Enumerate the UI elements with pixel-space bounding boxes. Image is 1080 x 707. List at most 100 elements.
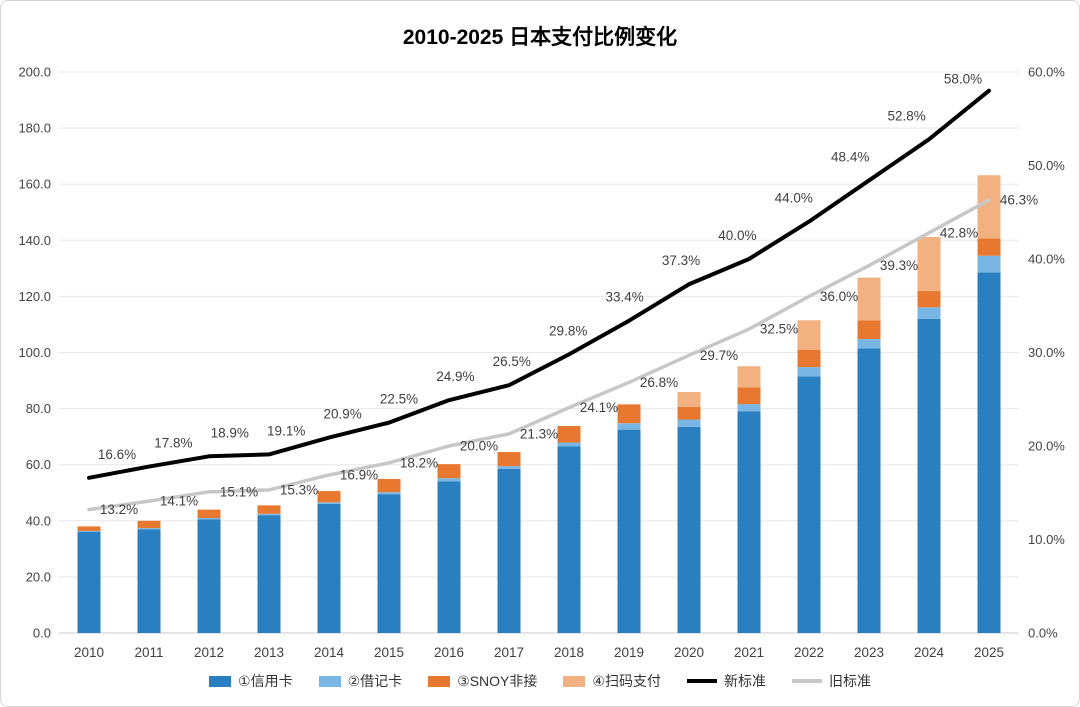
bar-segment — [917, 236, 941, 291]
data-label: 24.9% — [436, 369, 474, 384]
bar-segment — [497, 468, 521, 633]
data-label: 15.3% — [280, 482, 318, 497]
axis-label: 2015 — [374, 645, 404, 660]
axis-label: 0.0 — [33, 626, 51, 641]
legend-label: ①信用卡 — [238, 673, 293, 689]
data-label: 39.3% — [880, 258, 918, 273]
bar-segment — [77, 532, 101, 633]
trend-line — [87, 198, 991, 512]
axis-label: 200.0 — [18, 65, 51, 80]
bar-segment — [677, 392, 701, 407]
bar-segment — [137, 529, 161, 633]
bar-segment — [797, 367, 821, 377]
bar-segment — [317, 502, 341, 504]
bar-segment — [737, 387, 761, 405]
legend-label: 旧标准 — [828, 673, 871, 689]
axis-label: 40.0% — [1028, 252, 1065, 267]
bar-segment — [497, 452, 521, 467]
bar-segment — [257, 505, 281, 514]
bar-segment — [857, 320, 881, 340]
legend-swatch — [209, 675, 232, 687]
axis-label: 2019 — [614, 645, 644, 660]
bar-segment — [377, 494, 401, 633]
axis-label: 2016 — [434, 645, 464, 660]
bar-segment — [197, 519, 221, 633]
bar-segment — [677, 419, 701, 427]
bar-segment — [977, 238, 1001, 256]
bar-segment — [497, 466, 521, 469]
axis-label: 40.0 — [26, 513, 51, 528]
axis-label: 60.0 — [26, 457, 51, 472]
legend-swatch — [686, 679, 717, 683]
bar-segment — [737, 411, 761, 633]
bar-segment — [137, 520, 161, 529]
bar-segment — [257, 513, 281, 516]
axis-label: 2012 — [194, 645, 224, 660]
axis-label: 2014 — [314, 645, 345, 660]
bar-segment — [77, 526, 101, 531]
axis-label: 2023 — [854, 645, 884, 660]
legend: ①信用卡 ②借记卡 ③SNOY非接 ④扫码支付 新标准 旧标准 — [1, 667, 1079, 695]
bar-segment — [917, 290, 941, 308]
axis-label: 2020 — [674, 645, 704, 660]
bar-segment — [857, 277, 881, 321]
data-label: 16.9% — [340, 467, 378, 482]
axis-label: 10.0% — [1028, 532, 1065, 547]
data-label: 20.0% — [460, 439, 498, 454]
data-label: 37.3% — [662, 253, 700, 268]
data-label: 13.2% — [100, 502, 138, 517]
bar-segment — [737, 366, 761, 388]
bar-segment — [437, 481, 461, 633]
bar-segment — [437, 464, 461, 479]
bar-segment — [437, 478, 461, 482]
bar-segment — [977, 272, 1001, 633]
data-label: 22.5% — [380, 392, 418, 407]
data-label: 32.5% — [760, 322, 798, 337]
data-label: 16.6% — [98, 447, 136, 462]
axis-label: 100.0 — [18, 345, 51, 360]
legend-item: ②借记卡 — [318, 671, 402, 691]
trend-line — [87, 88, 991, 480]
bar-segment — [317, 503, 341, 633]
data-label: 26.5% — [493, 354, 531, 369]
legend-label: ③SNOY非接 — [457, 673, 538, 689]
data-label: 19.1% — [267, 423, 305, 438]
bar-segment — [377, 479, 401, 493]
axis-label: 180.0 — [18, 121, 51, 136]
bar-segment — [557, 442, 581, 447]
legend-swatch — [428, 675, 451, 687]
data-label: 29.8% — [549, 323, 587, 338]
axis-label: 2021 — [734, 645, 764, 660]
axis-label: 2018 — [554, 645, 584, 660]
data-label: 33.4% — [605, 290, 643, 305]
axis-label: 2017 — [494, 645, 524, 660]
chart-title: 2010-2025 日本支付比例变化 — [402, 26, 678, 49]
bar-segment — [977, 175, 1001, 239]
axis-label: 140.0 — [18, 233, 51, 248]
data-label: 18.9% — [211, 425, 249, 440]
bar-segment — [797, 349, 821, 368]
bar-segment — [617, 404, 641, 424]
bar-segment — [197, 509, 221, 518]
bar-segment — [77, 530, 101, 533]
data-label: 14.1% — [160, 494, 198, 509]
bar-segment — [317, 491, 341, 503]
bar-segment — [797, 320, 821, 350]
bar-segment — [857, 348, 881, 633]
bar-segment — [917, 307, 941, 319]
legend-item: 新标准 — [686, 671, 766, 691]
axis-label: 2010 — [74, 645, 104, 660]
axis-label: 2022 — [794, 645, 824, 660]
data-label: 42.8% — [940, 225, 978, 240]
data-label: 29.7% — [700, 348, 738, 363]
legend-item: ①信用卡 — [209, 671, 293, 691]
bar-segment — [917, 318, 941, 633]
axis-label: 2013 — [254, 645, 284, 660]
legend-item: ③SNOY非接 — [428, 671, 537, 691]
data-label: 17.8% — [154, 436, 192, 451]
axis-label: 2024 — [914, 645, 945, 660]
axis-label: 2011 — [134, 645, 163, 660]
legend-item: 旧标准 — [791, 671, 871, 691]
axis-label: 0.0% — [1028, 626, 1058, 641]
axis-label: 50.0% — [1028, 158, 1065, 173]
